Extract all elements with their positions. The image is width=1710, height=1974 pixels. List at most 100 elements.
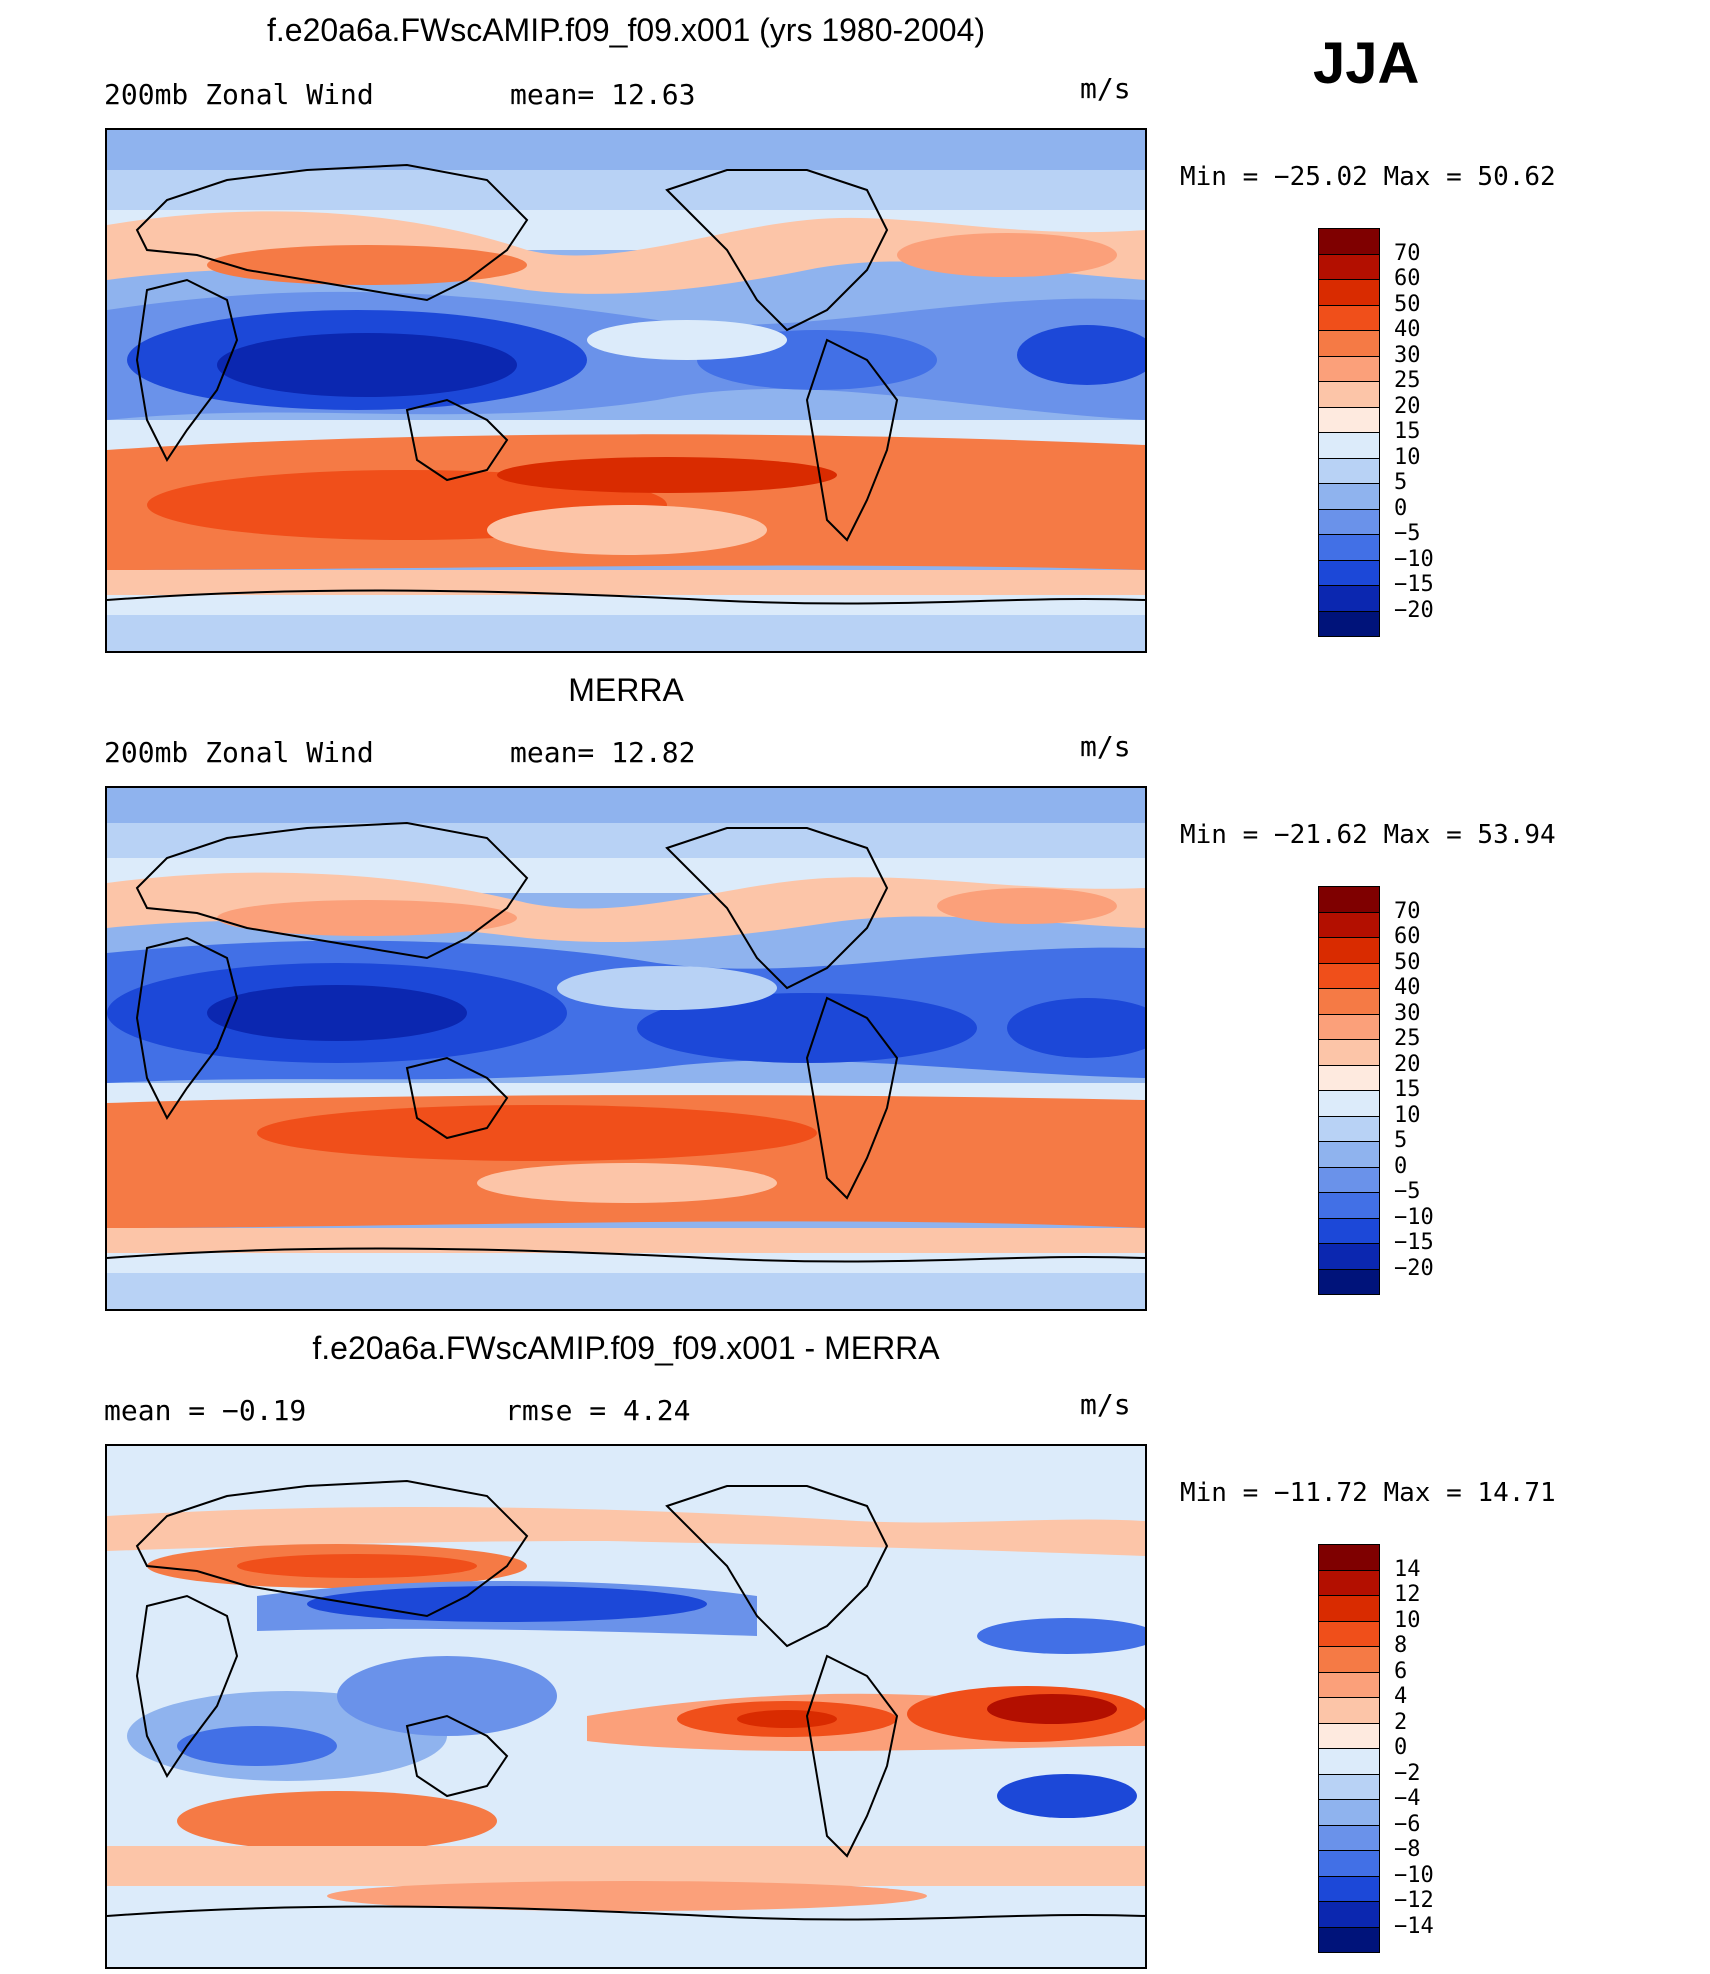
colorbar-swatch: [1318, 1141, 1380, 1168]
colorbar-label: 15: [1394, 419, 1421, 444]
colorbar-swatch: [1318, 1569, 1380, 1596]
panel-3-negative-core: [177, 1726, 337, 1766]
colorbar-label: −4: [1394, 1786, 1421, 1811]
colorbar-swatch: [1318, 1646, 1380, 1673]
colorbar-label: 0: [1394, 1153, 1408, 1179]
colorbar-label: 70: [1394, 240, 1421, 266]
panel-3-negative-core: [307, 1586, 707, 1622]
colorbar-label: 50: [1394, 291, 1421, 317]
colorbar-label: 25: [1394, 1026, 1421, 1051]
panel-2-nh-jet-core: [217, 900, 517, 936]
colorbar-swatch: [1318, 1875, 1380, 1902]
panel-2-easterly-core: [637, 993, 977, 1063]
colorbar-label: 0: [1394, 495, 1408, 521]
colorbar-swatch: [1318, 253, 1380, 280]
panel-1-colorbar: 70 60 50 40 30 25 20 15 10 5 0 −5 −10 −15 −20: [1318, 228, 1438, 644]
colorbar-swatch: [1318, 1166, 1380, 1193]
panel-1-mean-label: mean= 12.63: [510, 78, 696, 111]
panel-1-weak-wind: [587, 320, 787, 360]
colorbar-swatch: [1318, 406, 1380, 433]
colorbar-label: −10: [1394, 1862, 1434, 1888]
colorbar-label: 60: [1394, 266, 1421, 291]
panel-3-positive-core: [177, 1791, 497, 1851]
panel-3-minmax: Min = −11.72 Max = 14.71: [1180, 1478, 1556, 1508]
colorbar-label: −8: [1394, 1837, 1421, 1862]
panel-3-units-label: m/s: [1080, 1388, 1131, 1421]
panel-2-nh-jet-core: [937, 888, 1117, 924]
panel-1-easterly-core: [1017, 325, 1145, 385]
panel-3-band: [107, 1916, 1145, 1967]
colorbar-swatch: [1318, 988, 1380, 1015]
colorbar-swatch: [1318, 534, 1380, 561]
colorbar-swatch: [1318, 1748, 1380, 1775]
colorbar-swatch: [1318, 1824, 1380, 1851]
panel-1-minmax: Min = −25.02 Max = 50.62: [1180, 162, 1556, 192]
panel-3-positive-band: [107, 1846, 1145, 1886]
panel-2-minmax: Min = −21.62 Max = 53.94: [1180, 820, 1556, 850]
colorbar-label: −5: [1394, 521, 1421, 546]
colorbar-swatch: [1318, 1799, 1380, 1826]
colorbar-swatch: [1318, 1115, 1380, 1142]
colorbar-label: −10: [1394, 1204, 1434, 1230]
panel-1-coastlines: [107, 163, 1145, 605]
panel-3-map: [105, 1444, 1147, 1969]
colorbar-swatch: [1318, 1850, 1380, 1877]
colorbar-label: 6: [1394, 1658, 1408, 1684]
colorbar-swatch: [1318, 1192, 1380, 1219]
colorbar-swatch: [1318, 1268, 1380, 1295]
colorbar-label: −5: [1394, 1179, 1421, 1204]
panel-3-rmse-label: rmse = 4.24: [505, 1394, 691, 1427]
colorbar-swatch: [1318, 1722, 1380, 1749]
panel-2-map-svg: [107, 788, 1145, 1309]
panel-1-title: f.e20a6a.FWscAMIP.f09_f09.x001 (yrs 1980…: [266, 12, 986, 48]
colorbar-label: 40: [1394, 317, 1421, 342]
colorbar-label: −12: [1394, 1888, 1434, 1913]
colorbar-swatch: [1318, 559, 1380, 586]
panel-1-map-svg: [107, 130, 1145, 651]
colorbar-label: 20: [1394, 393, 1421, 419]
colorbar-swatch: [1318, 279, 1380, 306]
panel-2-map: [105, 786, 1147, 1311]
colorbar-label: 5: [1394, 1128, 1408, 1153]
panel-2-units-label: m/s: [1080, 730, 1131, 763]
colorbar-label: 10: [1394, 1607, 1421, 1633]
colorbar-label: −14: [1394, 1913, 1434, 1939]
colorbar-swatch: [1318, 962, 1380, 989]
panel-3-positive-core: [737, 1710, 837, 1728]
panel-2-sh-weak: [477, 1163, 777, 1203]
panel-3-positive-core: [987, 1694, 1117, 1724]
panel-1-band: [107, 615, 1145, 651]
panel-3-coastlines: [107, 1479, 1145, 1921]
panel-3-colorbar: 14 12 10 8 6 4 2 0 −2 −4 −6 −8 −10 −12 −14: [1318, 1544, 1438, 1960]
colorbar-label: 10: [1394, 1102, 1421, 1128]
colorbar-label: 70: [1394, 898, 1421, 924]
panel-2-title: MERRA: [568, 672, 684, 708]
panel-1-nh-jet-core: [207, 245, 527, 285]
panel-1-band: [107, 595, 1145, 615]
colorbar-label: 15: [1394, 1077, 1421, 1102]
colorbar-swatch: [1318, 1595, 1380, 1622]
panel-3-positive-core: [327, 1881, 927, 1911]
panel-2-colorbar: 70 60 50 40 30 25 20 15 10 5 0 −5 −10 −15 −20: [1318, 886, 1438, 1302]
colorbar-swatch: [1318, 432, 1380, 459]
colorbar-label: 40: [1394, 975, 1421, 1000]
colorbar-swatch: [1318, 304, 1380, 331]
colorbar-swatch: [1318, 1926, 1380, 1953]
colorbar-swatch: [1318, 1773, 1380, 1800]
colorbar-label: −10: [1394, 546, 1434, 572]
colorbar-label: 30: [1394, 1000, 1421, 1026]
colorbar-label: 10: [1394, 444, 1421, 470]
colorbar-swatch: [1318, 1039, 1380, 1066]
colorbar-label: −2: [1394, 1760, 1421, 1786]
colorbar-swatch: [1318, 1064, 1380, 1091]
panel-1-sh-weak: [487, 505, 767, 555]
colorbar-label: 25: [1394, 368, 1421, 393]
colorbar-swatch: [1318, 585, 1380, 612]
colorbar-label: 14: [1394, 1556, 1421, 1582]
colorbar-label: 50: [1394, 949, 1421, 975]
colorbar-label: −6: [1394, 1811, 1421, 1837]
panel-3-mean-label: mean = −0.19: [104, 1394, 307, 1427]
colorbar-swatch: [1318, 457, 1380, 484]
panel-2-variable-label: 200mb Zonal Wind: [104, 736, 374, 769]
colorbar-label: −15: [1394, 1230, 1434, 1255]
